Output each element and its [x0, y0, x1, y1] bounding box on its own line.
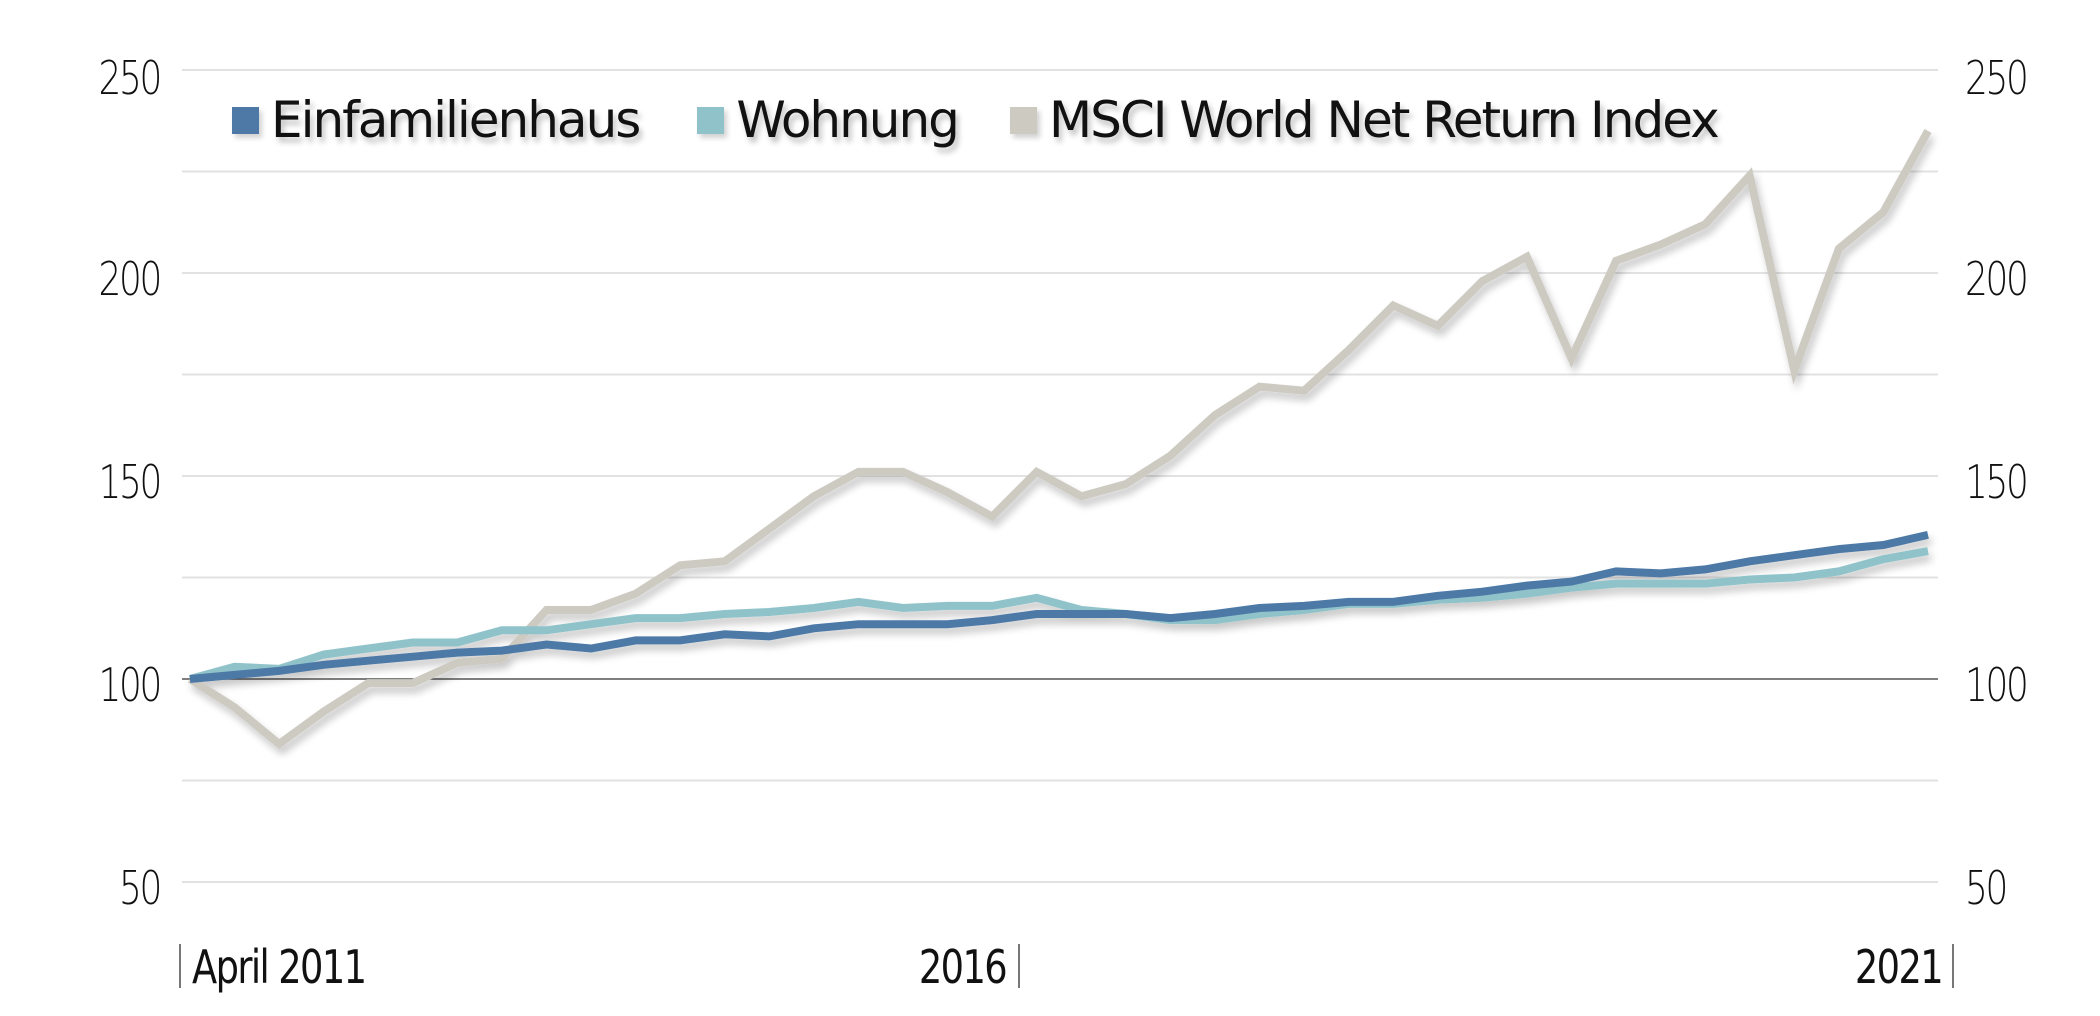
series-line-einfamilienhaus	[189, 530, 1929, 683]
x-tick-end	[1952, 944, 1954, 988]
legend-item-wohnung[interactable]: Wohnung	[697, 91, 960, 149]
legend-label-msci: MSCI World Net Return Index	[1048, 91, 1720, 149]
legend-item-msci[interactable]: MSCI World Net Return Index	[1009, 91, 1720, 149]
legend-label-einfamilienhaus: Einfamilienhaus	[271, 91, 641, 149]
y-axis-left-label-150: 150	[98, 455, 163, 509]
y-axis-left-label-200: 200	[98, 252, 163, 306]
legend-item-einfamilienhaus[interactable]: Einfamilienhaus	[232, 91, 641, 149]
x-axis-label-end: 2021	[1854, 940, 1944, 994]
legend-label-wohnung: Wohnung	[736, 91, 960, 149]
y-axis-left-label-100: 100	[98, 658, 163, 712]
gridlines	[182, 69, 1938, 883]
y-axis-left-label-250: 250	[98, 51, 163, 105]
chart-legend: Einfamilienhaus Wohnung MSCI World Net R…	[232, 90, 1776, 150]
x-tick-mid	[1018, 944, 1020, 988]
x-axis-label-mid: 2016	[918, 940, 1008, 994]
legend-swatch-wohnung	[697, 106, 725, 134]
y-axis-right-label-250: 250	[1965, 51, 2029, 105]
x-axis-label-start: April 2011	[192, 940, 367, 994]
series-line-wohnung	[188, 547, 1929, 683]
y-axis-right-label-150: 150	[1965, 455, 2029, 509]
y-axis-right-label-200: 200	[1965, 252, 2029, 306]
series-lines	[187, 128, 1932, 750]
y-axis-right-label-50: 50	[1965, 861, 2008, 915]
legend-swatch-einfamilienhaus	[232, 106, 259, 134]
y-axis-right-label-100: 100	[1965, 658, 2029, 712]
series-line-msci-world-net-return-index	[187, 128, 1932, 750]
x-tick-start	[179, 944, 181, 988]
y-axis-left-label-50: 50	[119, 861, 162, 915]
legend-swatch-msci	[1009, 106, 1037, 134]
